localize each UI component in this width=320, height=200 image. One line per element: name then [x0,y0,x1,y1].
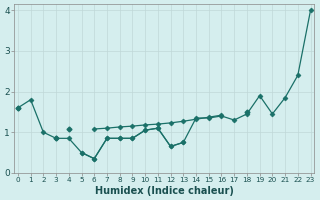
X-axis label: Humidex (Indice chaleur): Humidex (Indice chaleur) [95,186,234,196]
